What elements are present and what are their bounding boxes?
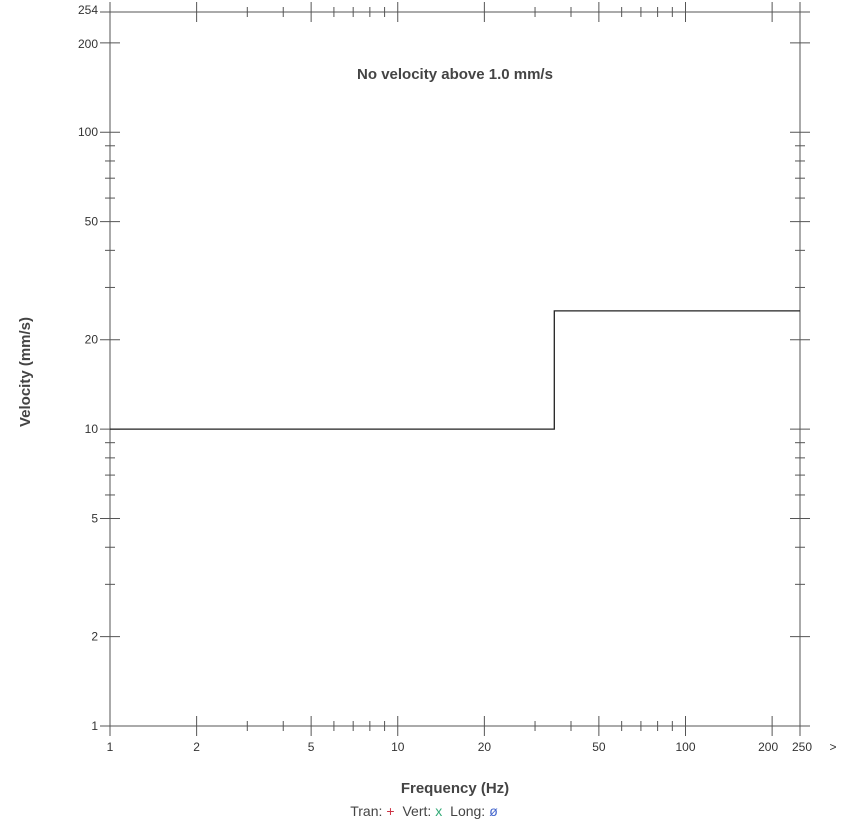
x-axis-title: Frequency (Hz) xyxy=(401,780,509,797)
y-tick-label: 200 xyxy=(78,37,98,51)
limit-line xyxy=(110,310,800,430)
minor-ticks xyxy=(105,7,805,731)
x-tick-label: 1 xyxy=(107,740,114,754)
legend-vert-symbol: x xyxy=(435,803,443,819)
legend-tran-label: Tran: xyxy=(350,803,383,819)
y-tick-label: 254 xyxy=(78,3,98,17)
x-tick-label: 100 xyxy=(675,740,695,754)
legend: Tran: + Vert: x Long: ø xyxy=(0,803,852,819)
x-tick-label: 250 xyxy=(792,740,812,754)
y-tick-label: 20 xyxy=(85,333,99,347)
x-tick-label: 50 xyxy=(592,740,606,754)
y-axis-title: Velocity (mm/s) xyxy=(17,317,34,427)
y-tick-label: 100 xyxy=(78,125,98,139)
no-velocity-annotation: No velocity above 1.0 mm/s xyxy=(357,66,553,83)
limit-line-group xyxy=(110,310,800,430)
x-tick-labels: 1 2 5 10 20 50 100 200 250 xyxy=(107,740,813,754)
x-tick-label: 2 xyxy=(193,740,200,754)
x-tick-label: 5 xyxy=(308,740,315,754)
plot-frame xyxy=(109,11,801,727)
y-tick-label: 50 xyxy=(85,215,99,229)
y-tick-label: 10 xyxy=(85,422,99,436)
x-tick-label: 10 xyxy=(391,740,405,754)
legend-vert-label: Vert: xyxy=(402,803,432,819)
y-tick-label: 2 xyxy=(91,630,98,644)
x-tick-label: 20 xyxy=(478,740,492,754)
y-tick-label: 5 xyxy=(91,511,98,525)
x-tick-label: 200 xyxy=(758,740,778,754)
legend-long-label: Long: xyxy=(450,803,486,819)
x-overflow-label: > xyxy=(829,740,836,754)
y-tick-labels: 1 2 5 10 20 50 100 200 254 xyxy=(78,3,98,733)
major-ticks xyxy=(100,2,810,736)
legend-long-symbol: ø xyxy=(489,803,498,819)
y-tick-label: 1 xyxy=(91,719,98,733)
legend-tran-symbol: + xyxy=(386,803,395,819)
